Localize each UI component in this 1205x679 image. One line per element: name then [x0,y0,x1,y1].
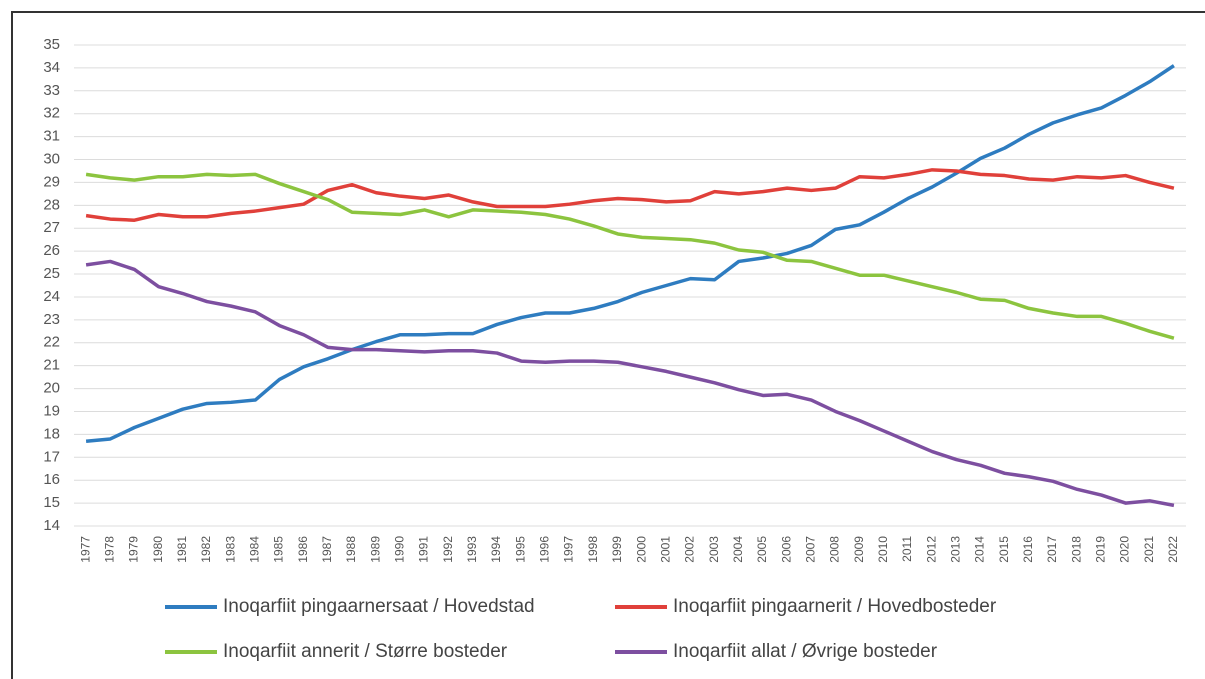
x-tick-label: 2002 [683,536,697,563]
x-tick-label: 2005 [755,536,769,563]
y-tick-label: 14 [43,517,60,534]
x-tick-label: 1986 [296,536,310,563]
x-tick-label: 1996 [538,536,552,563]
x-tick-label: 1992 [441,536,455,563]
legend-label: Inoqarfiit allat / Øvrige bosteder [673,641,938,662]
x-tick-label: 1980 [151,536,165,563]
x-tick-label: 2012 [924,536,938,563]
x-tick-label: 1987 [320,536,334,563]
x-tick-label: 1978 [102,536,116,563]
x-tick-label: 2011 [900,536,914,562]
x-tick-label: 1988 [344,536,358,563]
x-tick-label: 1982 [199,536,213,563]
x-tick-label: 1995 [513,536,527,563]
x-tick-label: 2006 [779,536,793,563]
series-line [85,64,1175,443]
y-tick-label: 23 [43,311,60,328]
x-tick-label: 1984 [247,536,261,563]
x-tick-label: 2021 [1142,536,1156,563]
x-tick-label: 1989 [368,536,382,563]
x-tick-label: 1983 [223,536,237,563]
x-tick-label: 1991 [417,536,431,563]
y-tick-label: 21 [43,357,60,374]
y-tick-label: 27 [43,219,60,236]
x-tick-label: 2004 [731,536,745,563]
y-tick-label: 25 [43,265,60,282]
y-tick-label: 20 [43,380,60,397]
y-tick-label: 32 [43,105,60,122]
series-line [85,172,1175,340]
y-tick-label: 22 [43,334,60,351]
x-tick-label: 1994 [489,536,503,563]
y-tick-label: 24 [43,288,60,305]
x-tick-label: 2009 [852,536,866,563]
x-tick-label: 2003 [707,536,721,563]
series-line [85,168,1175,222]
x-tick-label: 2015 [997,536,1011,563]
y-tick-label: 31 [43,128,60,145]
x-tick-label: 2008 [828,536,842,563]
y-tick-label: 30 [43,150,60,167]
y-tick-label: 16 [43,471,60,488]
legend-label: Inoqarfiit pingaarnerit / Hovedbosteder [673,596,997,617]
y-tick-label: 34 [43,59,60,76]
legend-label: Inoqarfiit pingaarnersaat / Hovedstad [223,596,535,617]
x-tick-label: 2014 [973,536,987,563]
x-tick-label: 2000 [634,536,648,563]
x-tick-label: 1985 [272,536,286,563]
x-tick-label: 1997 [562,536,576,563]
x-tick-label: 2001 [658,536,672,563]
x-tick-label: 1977 [78,536,92,563]
series-line [85,259,1175,508]
x-tick-label: 1993 [465,536,479,563]
x-tick-label: 2018 [1069,536,1083,563]
frame [11,11,1205,679]
x-tick-label: 2007 [803,536,817,563]
y-tick-label: 29 [43,173,60,190]
x-tick-label: 2022 [1166,536,1180,563]
x-tick-label: 1990 [393,536,407,563]
x-tick-label: 2020 [1118,536,1132,563]
x-tick-label: 2016 [1021,536,1035,563]
x-tick-label: 2010 [876,536,890,563]
x-tick-label: 1979 [127,536,141,563]
x-tick-label: 2017 [1045,536,1059,563]
x-tick-label: 2013 [949,536,963,563]
x-tick-label: 1998 [586,536,600,563]
y-tick-label: 28 [43,196,60,213]
y-tick-label: 18 [43,425,60,442]
x-tick-label: 1999 [610,536,624,563]
y-tick-label: 33 [43,82,60,99]
y-tick-label: 35 [43,36,60,53]
y-tick-label: 15 [43,494,60,511]
y-tick-label: 19 [43,402,60,419]
y-tick-label: 17 [43,448,60,465]
x-tick-label: 1981 [175,536,189,563]
y-tick-label: 26 [43,242,60,259]
x-tick-label: 2019 [1094,536,1108,563]
legend-label: Inoqarfiit annerit / Større bosteder [223,641,508,662]
